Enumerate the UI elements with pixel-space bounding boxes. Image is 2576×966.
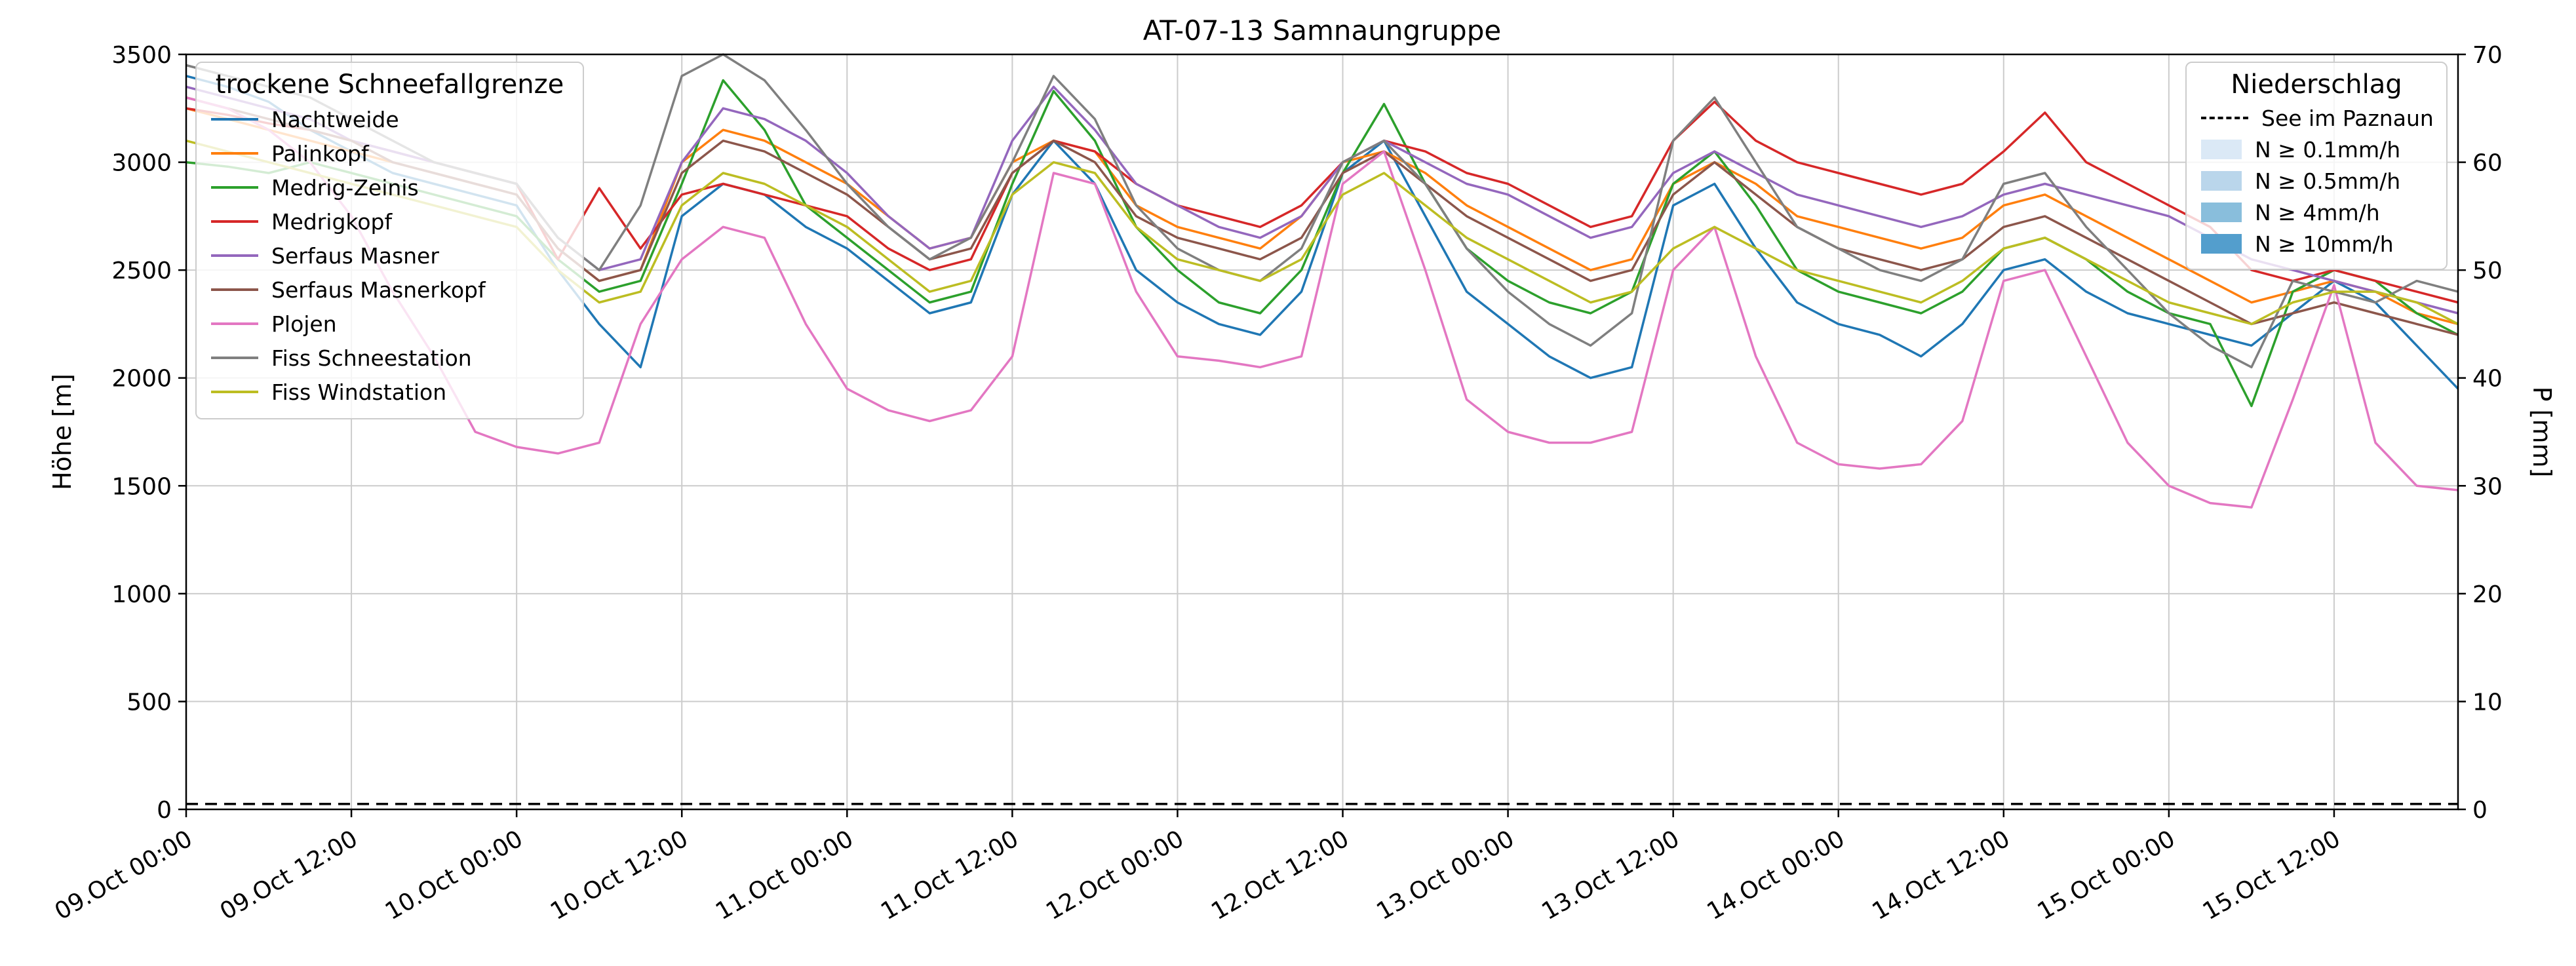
legend-item-serfaus-masner: Serfaus Masner — [211, 239, 568, 273]
legend-line-swatch — [211, 254, 258, 257]
plot-border — [185, 53, 2459, 811]
y-tick-label-left: 500 — [127, 689, 172, 716]
legend-snowline: trockene Schneefallgrenze Nachtweide Pali… — [195, 62, 584, 419]
legend-patch-swatch — [2201, 234, 2242, 254]
legend-item-fiss-windstation: Fiss Windstation — [211, 375, 568, 409]
x-tick-label: 10.Oct 00:00 — [381, 825, 528, 925]
legend-item-see-im-paznaun: See im Paznaun — [2201, 102, 2434, 134]
legend-item-label: N ≥ 4mm/h — [2255, 199, 2380, 225]
legend-item-n-4mm-h: N ≥ 4mm/h — [2201, 197, 2432, 228]
legend-item-n-10mm-h: N ≥ 10mm/h — [2201, 228, 2432, 260]
legend-item-label: Serfaus Masner — [271, 242, 439, 269]
legend-precip: Niederschlag See im Paznaun N ≥ 0.1mm/h N … — [2185, 62, 2448, 270]
legend-item-nachtweide: Nachtweide — [211, 102, 568, 136]
x-tick-label: 15.Oct 12:00 — [2198, 825, 2345, 925]
y-tick-label-right: 10 — [2472, 689, 2503, 716]
x-tick-label: 09.Oct 12:00 — [216, 825, 362, 925]
legend-line-swatch — [211, 357, 258, 359]
y-tick-label-right: 40 — [2472, 366, 2503, 393]
legend-item-label: N ≥ 0.5mm/h — [2255, 168, 2401, 194]
x-tick-label: 12.Oct 00:00 — [1042, 825, 1188, 925]
legend-patch-swatch — [2201, 203, 2242, 222]
y-axis-label-right: P [mm] — [2527, 386, 2556, 478]
legend-line-swatch — [211, 186, 258, 189]
y-tick-label-right: 50 — [2472, 258, 2503, 284]
y-tick-label-right: 30 — [2472, 473, 2503, 500]
y-tick-label-left: 0 — [157, 797, 172, 824]
legend-item-label: Plojen — [271, 311, 337, 337]
y-tick-label-right: 60 — [2472, 150, 2503, 177]
legend-line-swatch — [211, 391, 258, 393]
legend-precip-items: See im Paznaun N ≥ 0.1mm/h N ≥ 0.5mm/h N ≥ … — [2201, 102, 2434, 260]
legend-precip-title: Niederschlag — [2231, 69, 2402, 100]
y-tick-label-left: 1000 — [111, 581, 172, 608]
legend-item-label: Fiss Windstation — [271, 379, 447, 405]
x-tick-label: 14.Oct 12:00 — [1868, 825, 2015, 925]
legend-snowline-title: trockene Schneefallgrenze — [215, 69, 564, 100]
legend-item-label: N ≥ 0.1mm/h — [2255, 136, 2401, 163]
legend-item-n-0-5mm-h: N ≥ 0.5mm/h — [2201, 165, 2432, 197]
legend-item-plojen: Plojen — [211, 307, 568, 341]
legend-item-label: See im Paznaun — [2261, 105, 2434, 131]
y-tick-label-left: 3500 — [111, 42, 172, 69]
legend-line-swatch — [211, 322, 258, 325]
legend-line-swatch — [211, 152, 258, 155]
y-axis-label-left: Höhe [m] — [48, 373, 77, 491]
chart-title: AT-07-13 Samnaungruppe — [1142, 14, 1502, 47]
y-tick-label-right: 0 — [2472, 797, 2488, 824]
legend-item-label: Fiss Schneestation — [271, 345, 472, 371]
legend-item-medrig-zeinis: Medrig-Zeinis — [211, 170, 568, 204]
y-tick-label-left: 1500 — [111, 473, 172, 500]
legend-item-label: Serfaus Masnerkopf — [271, 277, 486, 303]
x-tick-label: 09.Oct 00:00 — [50, 825, 197, 925]
legend-patch-swatch — [2201, 171, 2242, 191]
x-tick-label: 11.Oct 00:00 — [711, 825, 858, 925]
legend-item-label: Medrigkopf — [271, 208, 393, 235]
series-line-plojen — [185, 96, 2459, 509]
x-tick-label: 12.Oct 12:00 — [1207, 825, 1354, 925]
legend-item-medrigkopf: Medrigkopf — [211, 204, 568, 239]
legend-line-swatch — [211, 118, 258, 121]
legend-line-swatch — [211, 220, 258, 223]
legend-patch-swatch — [2201, 140, 2242, 159]
y-tick-label-right: 20 — [2472, 581, 2503, 608]
x-tick-label: 10.Oct 12:00 — [546, 825, 693, 925]
legend-item-fiss-schneestation: Fiss Schneestation — [211, 341, 568, 375]
y-tick-label-left: 3000 — [111, 150, 172, 177]
legend-item-serfaus-masnerkopf: Serfaus Masnerkopf — [211, 273, 568, 307]
x-tick-label: 13.Oct 00:00 — [1372, 825, 1519, 925]
x-tick-label: 14.Oct 00:00 — [1702, 825, 1849, 925]
legend-item-label: Palinkopf — [271, 140, 369, 166]
x-tick-label: 13.Oct 12:00 — [1537, 825, 1684, 925]
y-tick-label-left: 2000 — [111, 366, 172, 393]
y-tick-label-left: 2500 — [111, 258, 172, 284]
x-tick-label: 11.Oct 12:00 — [876, 825, 1023, 925]
legend-item-label: N ≥ 10mm/h — [2255, 231, 2394, 257]
legend-snowline-items: Nachtweide Palinkopf Medrig-Zeinis Medrigko… — [211, 102, 568, 409]
y-tick-label-right: 70 — [2472, 42, 2503, 69]
x-tick-label: 15.Oct 00:00 — [2033, 825, 2180, 925]
dashed-line-swatch — [2201, 117, 2248, 119]
legend-line-swatch — [211, 288, 258, 291]
legend-item-n-0-1mm-h: N ≥ 0.1mm/h — [2201, 134, 2432, 165]
legend-item-label: Medrig-Zeinis — [271, 174, 419, 201]
legend-item-label: Nachtweide — [271, 106, 399, 132]
legend-item-palinkopf: Palinkopf — [211, 136, 568, 170]
